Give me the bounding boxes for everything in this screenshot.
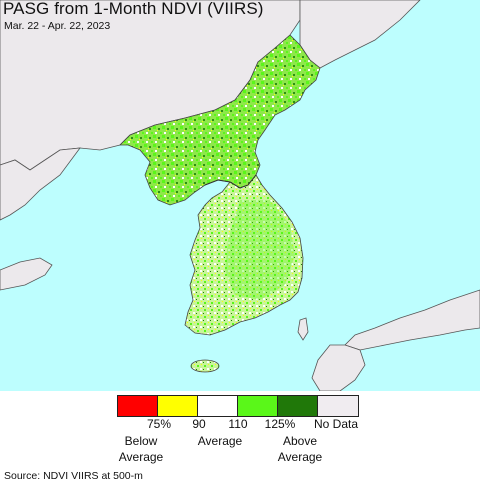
legend-ticks: 75% 90 110 125% No Data [117,417,377,431]
swatch-below-75 [118,396,158,416]
below-average-label: Below Average [106,433,176,465]
inter-korean-border [204,174,257,189]
map-panel: PASG from 1-Month NDVI (VIIRS) Mar. 22 -… [0,0,480,391]
source-note: Source: NDVI VIIRS at 500-m [4,470,143,482]
swatch-110-125 [238,396,278,416]
above-average-text: Above Average [277,434,323,464]
tick-90: 90 [192,417,206,431]
shandong-land [0,257,53,291]
swatch-no-data [318,396,358,416]
legend-swatches [117,395,359,417]
legend: 75% 90 110 125% No Data Below Average Av… [117,395,359,464]
south-korea-land [184,174,304,336]
liaodong-coast [0,147,81,221]
tick-125: 125% [264,417,296,431]
swatch-90-110 [198,396,238,416]
kyushu-land [311,344,366,391]
tick-110: 110 [228,417,248,431]
map-canvas [0,0,480,391]
map-title: PASG from 1-Month NDVI (VIIRS) [3,0,264,18]
korea-highlands [225,200,295,300]
swatch-above-125 [278,396,318,416]
above-average-label: Above Average [265,433,335,465]
no-data-label: No Data [313,417,359,431]
map-date-range: Mar. 22 - Apr. 22, 2023 [4,20,111,32]
swatch-75-90 [158,396,198,416]
tsushima-island [297,317,309,341]
tick-75: 75% [146,417,172,431]
below-average-text: Below Average [118,434,164,464]
average-label: Average [197,434,243,448]
jeju-island [190,359,220,373]
